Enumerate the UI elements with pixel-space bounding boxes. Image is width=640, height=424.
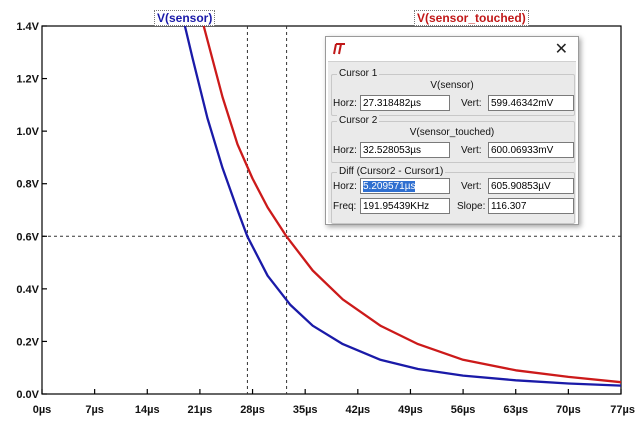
diff-freq-label: Freq: [333, 201, 357, 212]
cursor2-group: Cursor 2 V(sensor_touched) Horz: 32.5280… [331, 115, 575, 163]
x-tick-label: 35µs [293, 404, 318, 416]
x-tick-label: 28µs [240, 404, 265, 416]
close-icon[interactable]: ✕ [554, 41, 568, 58]
y-tick-label: 0.8V [16, 179, 39, 191]
cursor1-vert-field[interactable]: 599.46342mV [488, 95, 574, 111]
cursor1-title: Cursor 1 [337, 68, 380, 79]
cursor1-horz-label: Horz: [333, 98, 357, 109]
cursor2-title: Cursor 2 [337, 115, 380, 126]
diff-freq-field[interactable]: 191.95439KHz [360, 198, 450, 214]
diff-vert-field[interactable]: 605.90853µV [488, 178, 574, 194]
trace-label-sensor-touched[interactable]: V(sensor_touched) [414, 10, 529, 26]
diff-horz-label: Horz: [333, 181, 357, 192]
x-tick-label: 49µs [398, 404, 423, 416]
cursor2-horz-field[interactable]: 32.528053µs [360, 142, 450, 158]
dialog-titlebar[interactable]: ✕ [326, 37, 578, 61]
y-tick-label: 0.2V [16, 336, 39, 348]
x-tick-label: 70µs [556, 404, 581, 416]
x-tick-label: 21µs [188, 404, 213, 416]
y-tick-label: 1.2V [16, 74, 39, 86]
cursor-dialog[interactable]: ✕ Cursor 1 V(sensor) Horz: 27.318482µs V… [325, 36, 579, 225]
y-tick-label: 0.4V [16, 284, 39, 296]
diff-slope-field[interactable]: 116.307 [488, 198, 574, 214]
y-tick-label: 1.0V [16, 126, 39, 138]
y-tick-label: 0.6V [16, 231, 39, 243]
diff-group: Diff (Cursor2 - Cursor1) Horz: 5.209571µ… [331, 166, 575, 224]
y-tick-label: 1.4V [16, 21, 39, 33]
cursor1-horz-field[interactable]: 27.318482µs [360, 95, 450, 111]
x-tick-label: 63µs [503, 404, 528, 416]
dialog-body: Cursor 1 V(sensor) Horz: 27.318482µs Ver… [328, 61, 576, 224]
cursor1-vert-label: Vert: [461, 98, 482, 109]
series-line-sensor [183, 25, 622, 387]
x-tick-label: 42µs [345, 404, 370, 416]
x-tick-label: 77µs [610, 404, 635, 416]
cursor2-trace: V(sensor_touched) [409, 127, 495, 138]
x-tick-label: 0µs [33, 404, 52, 416]
diff-slope-label: Slope: [457, 201, 486, 212]
cursor2-vert-field[interactable]: 600.06933mV [488, 142, 574, 158]
cursor1-trace: V(sensor) [430, 80, 474, 91]
x-tick-label: 7µs [85, 404, 104, 416]
trace-label-sensor[interactable]: V(sensor) [154, 10, 216, 26]
cursor2-vert-label: Vert: [461, 145, 482, 156]
x-tick-label: 56µs [451, 404, 476, 416]
diff-horz-value-selected: 5.209571µs [363, 181, 416, 192]
diff-horz-field[interactable]: 5.209571µs [360, 178, 450, 194]
series-line-sensor-touched [202, 25, 622, 384]
diff-vert-label: Vert: [461, 181, 482, 192]
cursor1-group: Cursor 1 V(sensor) Horz: 27.318482µs Ver… [331, 68, 575, 116]
diff-title: Diff (Cursor2 - Cursor1) [337, 166, 446, 177]
x-tick-label: 14µs [135, 404, 160, 416]
y-tick-label: 0.0V [16, 389, 39, 401]
cursor2-horz-label: Horz: [333, 145, 357, 156]
ltspice-logo-icon [333, 43, 345, 55]
